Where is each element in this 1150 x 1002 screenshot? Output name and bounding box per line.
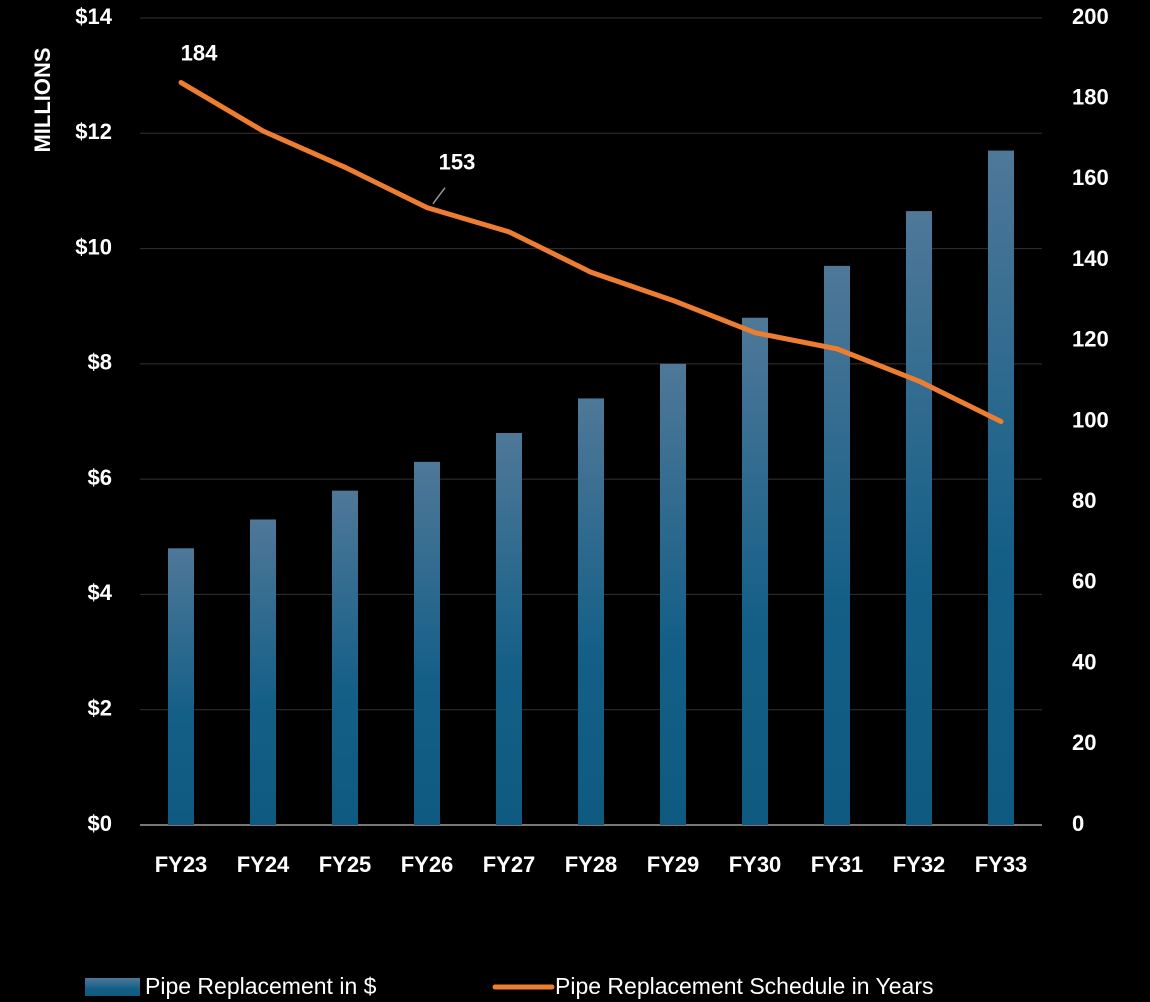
bar	[168, 548, 194, 825]
bar	[578, 398, 604, 825]
bar	[496, 433, 522, 825]
line	[178, 80, 1004, 424]
y-tick-label: $2	[88, 696, 112, 721]
data-label: 184	[181, 40, 218, 65]
x-tick-label: FY29	[647, 852, 700, 877]
bar	[742, 317, 768, 825]
leader-line	[432, 187, 446, 205]
y-tick-label: $10	[75, 234, 112, 259]
y2-tick-label: 0	[1072, 811, 1084, 836]
bar	[988, 150, 1014, 826]
y-tick-label: $0	[88, 811, 112, 836]
y2-tick-label: 60	[1072, 569, 1096, 594]
x-tick-label: FY31	[811, 852, 864, 877]
bar	[414, 461, 440, 825]
y2-tick-label: 140	[1072, 246, 1109, 271]
y-tick-label: $8	[88, 350, 112, 375]
y-tick-label: $14	[75, 4, 112, 29]
bar	[250, 519, 276, 825]
y2-tick-label: 200	[1072, 4, 1109, 29]
x-tick-label: FY26	[401, 852, 454, 877]
bar	[906, 211, 932, 825]
y2-tick-label: 120	[1072, 327, 1109, 352]
legend-swatch	[85, 978, 140, 996]
data-label: 153	[439, 149, 476, 174]
x-tick-label: FY28	[565, 852, 618, 877]
bar	[332, 490, 358, 825]
y-tick-label: $12	[75, 119, 112, 144]
legend-label: Pipe Replacement in $	[145, 973, 377, 999]
x-tick-label: FY30	[729, 852, 782, 877]
y2-tick-label: 160	[1072, 165, 1109, 190]
x-tick-label: FY27	[483, 852, 536, 877]
y-tick-label: $6	[88, 465, 112, 490]
legend-label: Pipe Replacement Schedule in Years	[555, 973, 933, 999]
y-tick-label: $4	[88, 580, 113, 605]
y2-tick-label: 180	[1072, 85, 1109, 110]
y2-tick-label: 40	[1072, 649, 1096, 674]
bar	[824, 265, 850, 826]
y2-tick-label: 100	[1072, 407, 1109, 432]
x-tick-label: FY25	[319, 852, 372, 877]
x-tick-label: FY24	[237, 852, 290, 877]
x-tick-label: FY23	[155, 852, 208, 877]
y2-tick-label: 80	[1072, 488, 1096, 513]
x-tick-label: FY32	[893, 852, 946, 877]
x-tick-label: FY33	[975, 852, 1028, 877]
bar	[660, 363, 686, 825]
y2-tick-label: 20	[1072, 730, 1096, 755]
y-axis-label: MILLIONS	[30, 47, 55, 152]
